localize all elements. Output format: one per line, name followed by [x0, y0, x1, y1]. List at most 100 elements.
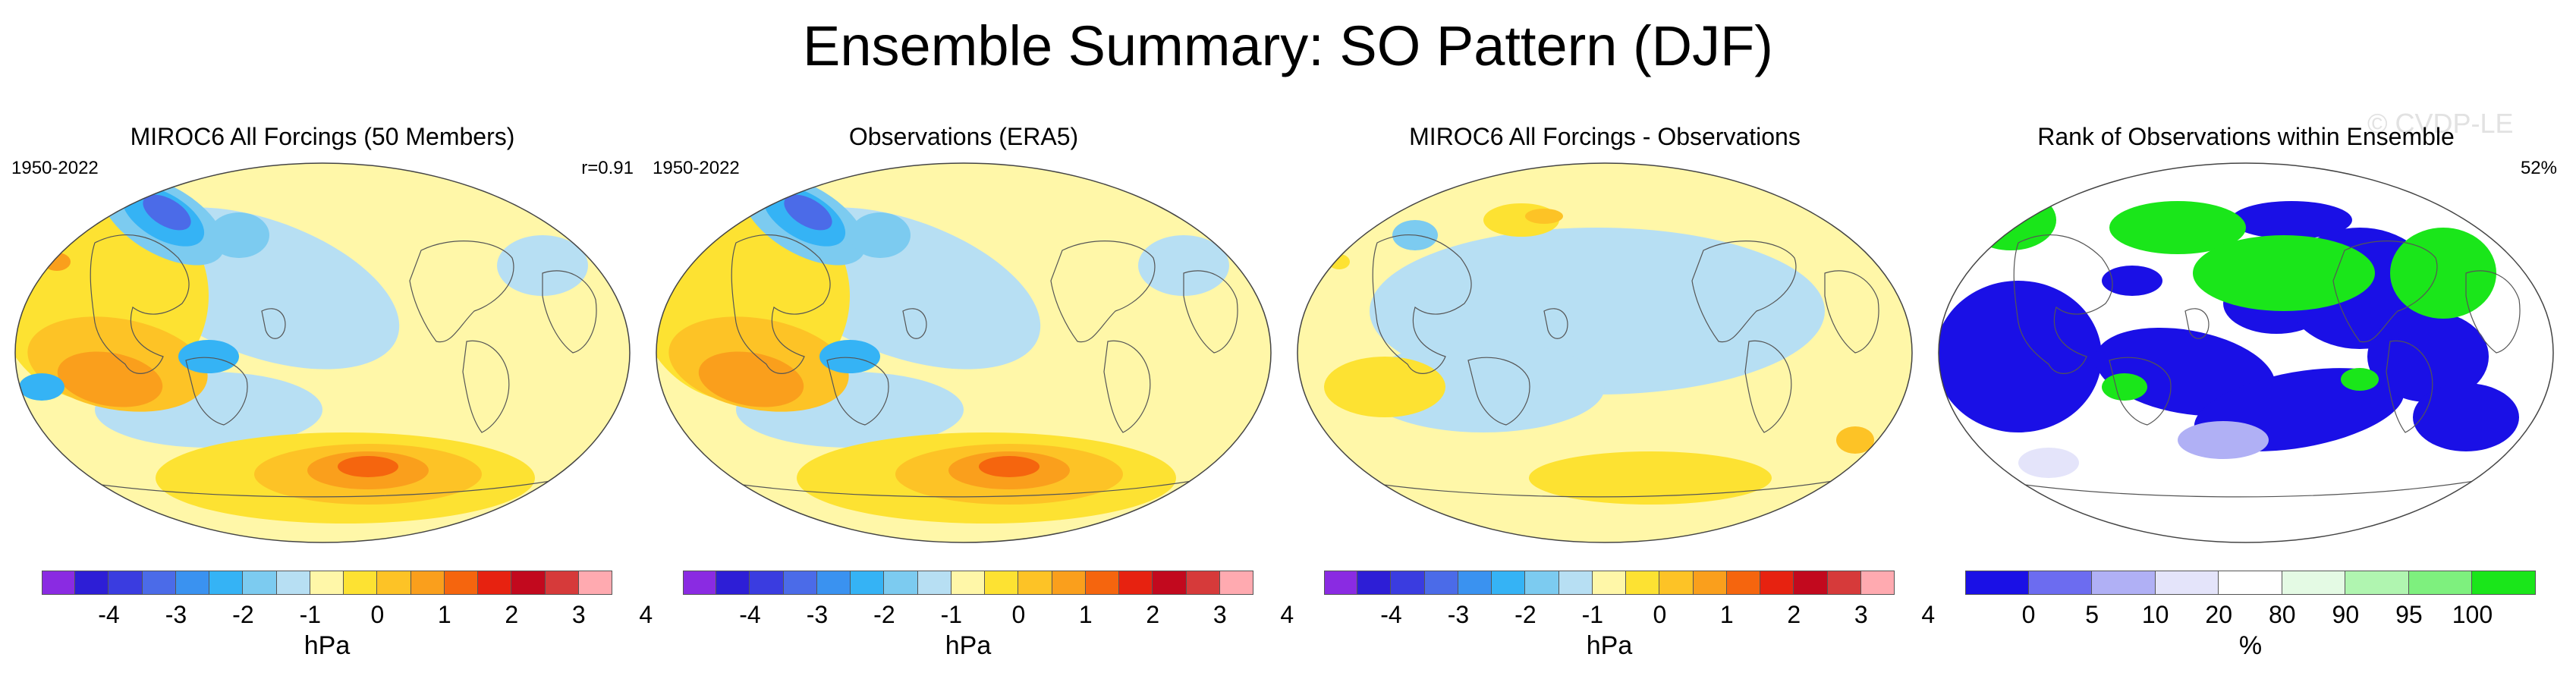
colorbar-swatch — [1860, 571, 1895, 595]
colorbar-swatch — [511, 571, 546, 595]
colorbar-swatch — [545, 571, 579, 595]
panel-period: 1950-2022 — [653, 158, 740, 178]
colorbar-tick-label: 4 — [639, 601, 653, 628]
colorbar-swatch — [851, 571, 885, 595]
colorbar-swatch — [716, 571, 750, 595]
colorbar-tick-label: 4 — [1280, 601, 1294, 628]
colorbar-tick-label: 4 — [1921, 601, 1936, 628]
colorbar-swatch — [783, 571, 817, 595]
colorbar-tick-label: 100 — [2452, 601, 2493, 628]
colorbar-swatch — [243, 571, 277, 595]
colorbar-swatch — [377, 571, 411, 595]
panel-difference: MIROC6 All Forcings - Observations — [1294, 121, 1916, 546]
map-ensemble — [14, 162, 631, 543]
colorbar-swatch — [2408, 571, 2473, 595]
colorbar-swatch — [816, 571, 851, 595]
colorbar-swatch — [1357, 571, 1392, 595]
colorbar-swatch — [344, 571, 378, 595]
colorbar-swatch — [2155, 571, 2219, 595]
colorbar-tick-label: 20 — [2205, 601, 2233, 628]
colorbar-swatch — [2282, 571, 2346, 595]
colorbar-swatch — [1424, 571, 1458, 595]
colorbar-unit: % — [2238, 631, 2263, 660]
colorbar-swatch — [2345, 571, 2409, 595]
colorbar-tick-label: 2 — [1787, 601, 1801, 628]
colorbar-swatches — [1324, 571, 1895, 595]
colorbar-swatch — [1592, 571, 1627, 595]
colorbar-swatch — [1492, 571, 1526, 595]
colorbar-swatch — [1119, 571, 1153, 595]
colorbar-tick-label: 80 — [2268, 601, 2296, 628]
colorbar-unit: hPa — [945, 631, 992, 660]
colorbar-swatch — [1153, 571, 1187, 595]
colorbar-swatch — [917, 571, 951, 595]
colorbar-swatch — [1458, 571, 1492, 595]
colorbar-tick-label: -2 — [232, 601, 254, 628]
watermark: © CVDP-LE — [2367, 108, 2514, 139]
colorbar-swatch — [683, 571, 717, 595]
colorbar-swatch — [2092, 571, 2156, 595]
colorbar-tick-label: 2 — [505, 601, 519, 628]
panel-title: Rank of Observations within Ensemble — [2037, 123, 2455, 150]
colorbar-swatch — [1052, 571, 1086, 595]
coastlines — [697, 234, 1238, 498]
colorbar-tick-label: -3 — [806, 601, 829, 628]
colorbar-tick-label: 0 — [1011, 601, 1026, 628]
colorbar-tick-label: 0 — [2021, 601, 2036, 628]
colorbar-swatch — [478, 571, 512, 595]
colorbar-swatches — [1965, 571, 2536, 595]
colorbar-swatch — [410, 571, 445, 595]
colorbar-swatch — [444, 571, 479, 595]
colorbar-tick-label: 1 — [1719, 601, 1734, 628]
colorbar-swatches — [683, 571, 1253, 595]
colorbar-tick-label: -2 — [873, 601, 895, 628]
colorbar-swatch — [2472, 571, 2536, 595]
colorbar-tick-label: 90 — [2332, 601, 2360, 628]
colorbar-pressure-3: -4 -3 -2 -1 0 1 2 3 4 hPa — [1324, 571, 1935, 662]
colorbar-tick-label: 3 — [1854, 601, 1868, 628]
colorbar-pressure-2: -4 -3 -2 -1 0 1 2 3 4 hPa — [683, 571, 1294, 662]
panel-ensemble: MIROC6 All Forcings (50 Members) 1950-20… — [11, 121, 634, 546]
colorbar-swatch — [1085, 571, 1120, 595]
panel-title: MIROC6 All Forcings (50 Members) — [130, 123, 515, 150]
colorbar-swatch — [310, 571, 344, 595]
colorbar-swatch — [1965, 571, 2029, 595]
colorbar-tick-label: -4 — [739, 601, 761, 628]
colorbar-tick-label: -4 — [1380, 601, 1402, 628]
colorbar-swatch — [1760, 571, 1794, 595]
colorbar-swatch — [1726, 571, 1761, 595]
colorbar-tick-label: -3 — [1447, 601, 1470, 628]
colorbar-swatch — [175, 571, 210, 595]
map-rank — [1938, 162, 2554, 543]
panel-rank-percent: 52% — [2520, 158, 2557, 178]
colorbar-unit: hPa — [304, 631, 351, 660]
colorbar-swatch — [1794, 571, 1828, 595]
panel-title: Observations (ERA5) — [848, 123, 1079, 150]
colorbar-tick-label: -1 — [299, 601, 322, 628]
colorbar-tick-label: 5 — [2085, 601, 2099, 628]
panel-correlation: r=0.91 — [581, 158, 634, 178]
colorbar-swatch — [42, 571, 76, 595]
coastlines — [1980, 234, 2521, 498]
panel-period: 1950-2022 — [11, 158, 99, 178]
colorbar-swatch — [1827, 571, 1861, 595]
colorbar-swatch — [1558, 571, 1593, 595]
colorbar-tick-label: -2 — [1514, 601, 1536, 628]
colorbar-swatch — [1391, 571, 1425, 595]
colorbar-tick-label: -1 — [1581, 601, 1604, 628]
colorbar-swatch — [1525, 571, 1559, 595]
colorbar-swatch — [142, 571, 176, 595]
colorbar-swatch — [2219, 571, 2282, 595]
panel-observations: Observations (ERA5) 1950-2022 — [653, 121, 1275, 546]
colorbar-swatch — [1219, 571, 1253, 595]
colorbar-unit: hPa — [1586, 631, 1633, 660]
colorbar-tick-label: -3 — [165, 601, 187, 628]
coastlines — [56, 234, 597, 498]
map-observations — [656, 162, 1272, 543]
colorbar-swatch — [1324, 571, 1358, 595]
colorbar-swatch — [1018, 571, 1052, 595]
colorbar-rank: 0 5 10 20 80 90 95 100% — [1965, 571, 2542, 662]
colorbar-swatches — [42, 571, 612, 595]
coastlines — [1338, 234, 1879, 498]
figure-title: Ensemble Summary: SO Pattern (DJF) — [803, 14, 1773, 77]
